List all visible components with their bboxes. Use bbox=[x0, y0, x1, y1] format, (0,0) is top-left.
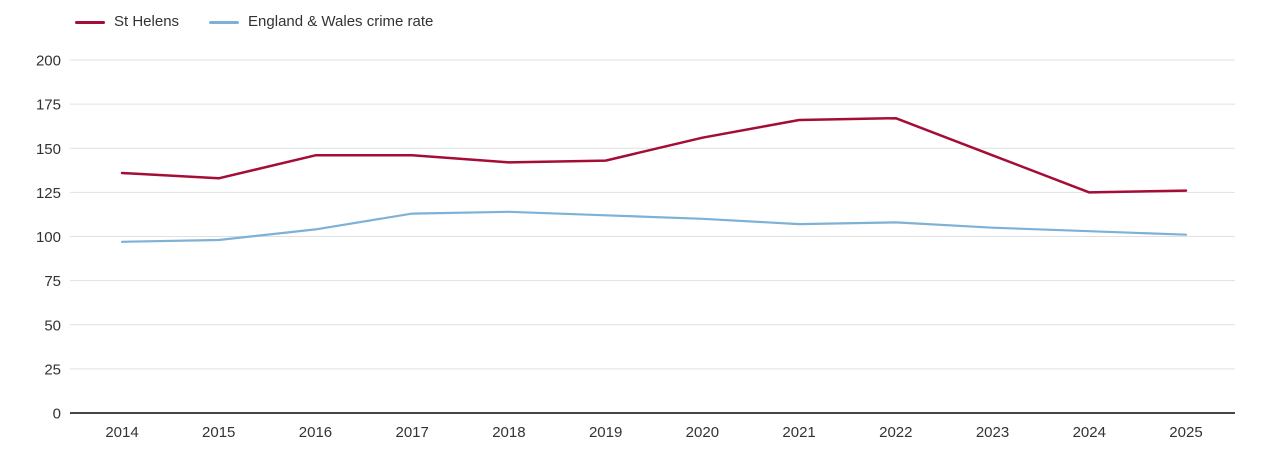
x-tick-label-2015: 2015 bbox=[202, 424, 235, 441]
x-tick-label-2024: 2024 bbox=[1073, 424, 1106, 441]
x-tick-label-2016: 2016 bbox=[299, 424, 332, 441]
st-helens-legend-label: St Helens bbox=[114, 13, 180, 30]
st-helens-line-swatch bbox=[75, 20, 105, 24]
england-wales-legend-label: England & Wales crime rate bbox=[248, 13, 434, 30]
legend-item-england-wales[interactable]: England & Wales crime rate bbox=[209, 13, 433, 31]
x-tick-label-2022: 2022 bbox=[879, 424, 912, 441]
x-tick-label-2023: 2023 bbox=[976, 424, 1009, 441]
y-tick-label-75: 75 bbox=[44, 273, 61, 290]
x-tick-label-2018: 2018 bbox=[492, 424, 525, 441]
x-tick-label-2021: 2021 bbox=[782, 424, 815, 441]
chart-legend: St Helens England & Wales crime rate bbox=[75, 13, 433, 31]
england-wales-line-swatch bbox=[209, 20, 240, 24]
y-tick-label-50: 50 bbox=[44, 317, 61, 334]
y-tick-label-125: 125 bbox=[36, 185, 61, 202]
y-tick-label-150: 150 bbox=[36, 141, 61, 158]
england-wales-crime-rate-line bbox=[120, 210, 1188, 243]
x-tick-label-2017: 2017 bbox=[395, 424, 428, 441]
x-tick-label-2019: 2019 bbox=[589, 424, 622, 441]
legend-item-st-helens[interactable]: St Helens bbox=[75, 13, 179, 31]
y-tick-label-200: 200 bbox=[36, 53, 61, 70]
x-tick-label-2025: 2025 bbox=[1169, 424, 1202, 441]
x-tick-label-2014: 2014 bbox=[105, 424, 138, 441]
st-helens-line bbox=[120, 116, 1188, 194]
y-tick-label-0: 0 bbox=[53, 406, 61, 423]
y-tick-label-175: 175 bbox=[36, 97, 61, 114]
y-tick-label-100: 100 bbox=[36, 229, 61, 246]
x-tick-label-2020: 2020 bbox=[686, 424, 719, 441]
y-tick-label-25: 25 bbox=[44, 361, 61, 378]
